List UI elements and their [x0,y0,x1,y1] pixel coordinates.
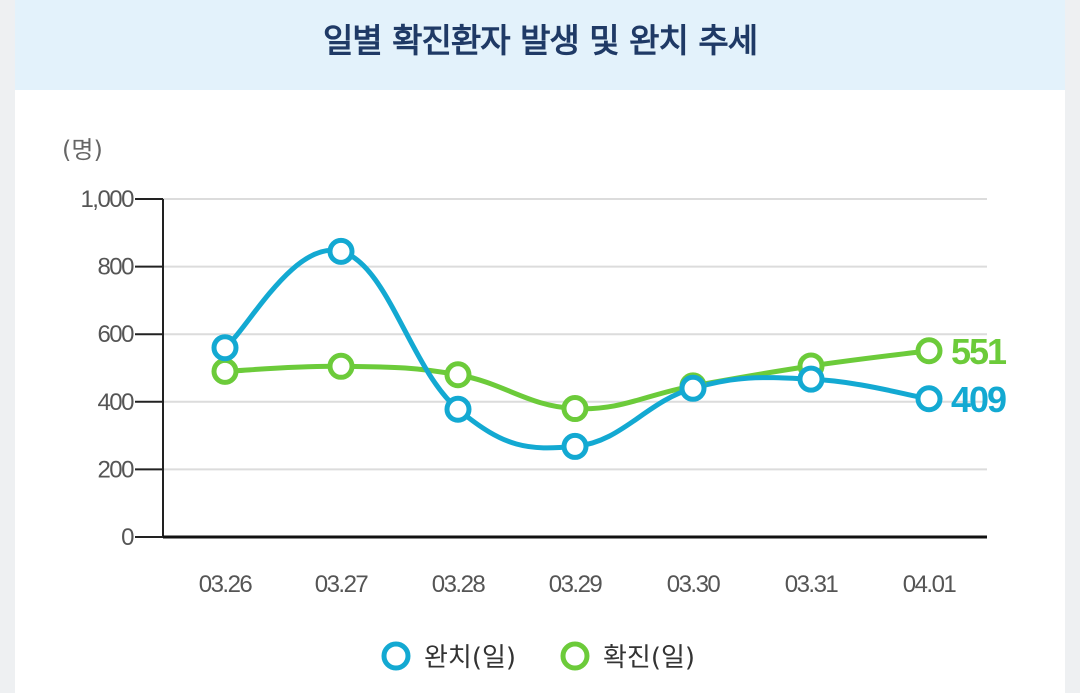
legend-label: 완치(일) [424,643,516,673]
legend-marker [381,641,411,671]
data-point [915,337,943,365]
data-point [444,395,472,423]
y-tick-label: 200 [97,456,134,483]
x-tick-label: 03.29 [549,571,603,598]
data-point [679,374,707,402]
y-tick-label: 1,000 [80,186,134,213]
data-point [561,395,589,423]
data-point [211,357,239,385]
x-tick-label: 03.27 [315,571,369,598]
x-tick-label: 03.28 [432,571,486,598]
end-value-label: 409 [951,379,1006,420]
x-tick-label: 03.26 [199,571,253,598]
data-point [327,237,355,265]
chart-header: 일별 확진환자 발생 및 완치 추세 [15,0,1065,90]
data-point [211,334,239,362]
gridlines [163,198,987,471]
series-points [211,237,943,460]
chart-card: 일별 확진환자 발생 및 완치 추세 [15,0,1065,693]
x-tick-label: 04.01 [903,571,957,598]
data-point [797,365,825,393]
legend: 완치(일) 확진(일) [381,641,695,673]
data-point [561,432,589,460]
end-value-label: 551 [951,331,1007,372]
y-tick-label: 400 [97,389,134,416]
data-point [327,352,355,380]
data-point [444,361,472,389]
x-tick-label: 03.30 [667,571,721,598]
x-tick-label: 03.31 [785,571,839,598]
chart-title: 일별 확진환자 발생 및 완치 추세 [322,21,758,60]
y-tick-label: 0 [121,524,134,551]
legend-label: 확진(일) [603,643,695,673]
y-tick-label: 800 [97,254,134,281]
y-tick-label: 600 [97,321,134,348]
y-axis-unit-label: (명) [62,136,103,164]
legend-marker [560,641,590,671]
axes: 0 200 400 600 800 1,000 03.26 03.27 03.28 03.29 03… [80,186,987,598]
data-point [915,385,943,413]
